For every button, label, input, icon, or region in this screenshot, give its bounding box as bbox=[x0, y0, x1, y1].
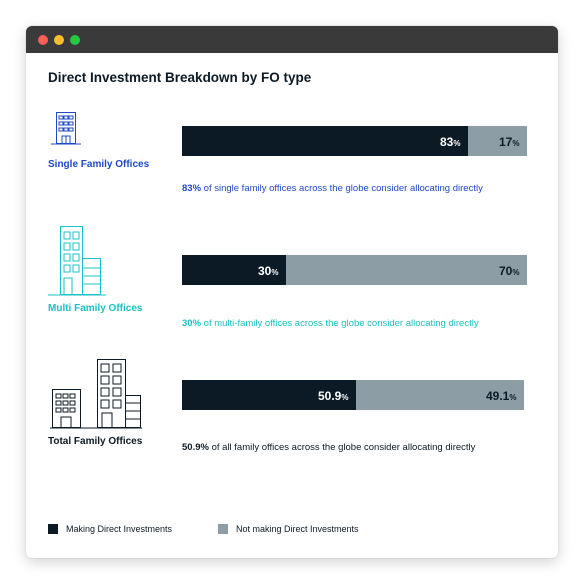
group-label: Total Family Offices bbox=[48, 436, 143, 447]
data-label-making: 83% bbox=[440, 135, 460, 149]
office-buildings-icon bbox=[48, 226, 106, 296]
data-label-not-making: 49.1% bbox=[486, 389, 516, 403]
percent-sign: % bbox=[453, 139, 461, 148]
bar-segment-making bbox=[182, 126, 468, 156]
bar-segment-not-making bbox=[286, 255, 527, 285]
legend-label: Making Direct Investments bbox=[66, 524, 173, 534]
bar-segment-making bbox=[182, 255, 286, 285]
group-note: 50.9% of all family offices across the g… bbox=[182, 442, 475, 453]
legend-swatch bbox=[48, 524, 58, 534]
value-text: 30 bbox=[258, 264, 272, 278]
legend-swatch bbox=[218, 524, 228, 534]
data-label-not-making: 70% bbox=[499, 264, 519, 278]
office-building-icon bbox=[51, 112, 81, 145]
note-value: 30% bbox=[182, 318, 202, 329]
minimize-window-button[interactable] bbox=[54, 35, 64, 45]
note-text: of multi-family offices across the globe… bbox=[201, 318, 479, 329]
value-text: 50.9 bbox=[318, 389, 342, 403]
data-label-making: 50.9% bbox=[318, 389, 348, 403]
percent-sign: % bbox=[512, 268, 520, 277]
group-note: 83% of single family offices across the … bbox=[182, 183, 483, 194]
value-text: 83 bbox=[440, 135, 454, 149]
close-window-button[interactable] bbox=[38, 35, 48, 45]
stacked-bar: 30% 70% bbox=[182, 255, 527, 285]
group-label: Multi Family Offices bbox=[48, 303, 143, 314]
chart-title: Direct Investment Breakdown by FO type bbox=[48, 70, 312, 85]
zoom-window-button[interactable] bbox=[70, 35, 80, 45]
value-text: 70 bbox=[499, 264, 513, 278]
note-text: of single family offices across the glob… bbox=[201, 183, 483, 194]
value-text: 17 bbox=[499, 135, 513, 149]
data-label-making: 30% bbox=[258, 264, 278, 278]
value-text: 49.1 bbox=[486, 389, 510, 403]
percent-sign: % bbox=[512, 139, 520, 148]
bar-segment-not-making bbox=[356, 380, 524, 410]
window-titlebar bbox=[26, 26, 558, 53]
note-value: 50.9% bbox=[182, 442, 209, 453]
bar-segment-not-making bbox=[468, 126, 527, 156]
legend-label: Not making Direct Investments bbox=[236, 524, 359, 534]
app-window: Direct Investment Breakdown by FO type S… bbox=[26, 26, 558, 558]
percent-sign: % bbox=[271, 268, 279, 277]
percent-sign: % bbox=[341, 393, 349, 402]
percent-sign: % bbox=[509, 393, 517, 402]
office-complex-icon bbox=[50, 359, 142, 429]
data-label-not-making: 17% bbox=[499, 135, 519, 149]
stacked-bar: 50.9% 49.1% bbox=[182, 380, 524, 410]
group-label: Single Family Offices bbox=[48, 159, 150, 170]
note-value: 83% bbox=[182, 183, 202, 194]
note-text: of all family offices across the globe c… bbox=[208, 442, 476, 453]
bar-segment-making bbox=[182, 380, 356, 410]
group-note: 30% of multi-family offices across the g… bbox=[182, 318, 479, 329]
stacked-bar: 83% 17% bbox=[182, 126, 527, 156]
